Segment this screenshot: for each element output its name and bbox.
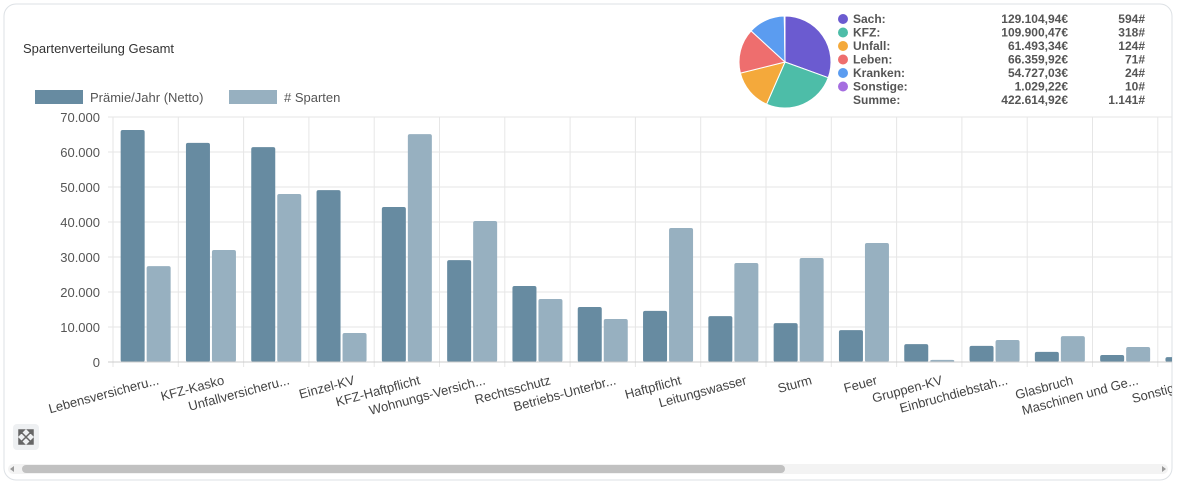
legend-label: KFZ: bbox=[853, 26, 880, 40]
bar bbox=[969, 345, 994, 362]
y-tick-label: 40.000 bbox=[60, 215, 100, 230]
bar bbox=[930, 359, 955, 362]
bar bbox=[708, 316, 733, 362]
y-tick-label: 10.000 bbox=[60, 320, 100, 335]
pie-slice bbox=[738, 30, 787, 74]
bar bbox=[904, 344, 929, 362]
bar bbox=[864, 243, 889, 362]
bar bbox=[277, 194, 302, 362]
legend-swatch bbox=[35, 90, 83, 104]
bar bbox=[512, 286, 537, 362]
legend-dot bbox=[838, 81, 848, 92]
pie-slice bbox=[783, 15, 786, 63]
bar bbox=[538, 299, 563, 362]
bar bbox=[407, 134, 432, 362]
legend-label: Unfall: bbox=[853, 39, 890, 53]
bar bbox=[1060, 336, 1085, 362]
y-tick-label: 60.000 bbox=[60, 145, 100, 160]
legend-amount: 1.029,22€ bbox=[1015, 80, 1069, 94]
legend-count: 124# bbox=[1118, 39, 1145, 53]
bar bbox=[473, 220, 498, 362]
legend-total-count: 1.141# bbox=[1108, 93, 1145, 107]
y-tick-label: 50.000 bbox=[60, 180, 100, 195]
bar bbox=[838, 330, 863, 362]
legend-label: # Sparten bbox=[284, 90, 340, 105]
card bbox=[3, 3, 1173, 481]
legend-amount: 66.359,92€ bbox=[1008, 53, 1068, 67]
bar bbox=[995, 339, 1020, 362]
legend-count: 594# bbox=[1118, 12, 1145, 26]
legend-dot bbox=[838, 41, 848, 51]
legend-dot bbox=[838, 68, 848, 78]
legend-amount: 61.493,34€ bbox=[1008, 39, 1068, 53]
y-tick-label: 0 bbox=[93, 355, 100, 370]
bar bbox=[211, 250, 236, 362]
bar bbox=[1165, 357, 1172, 363]
bar bbox=[1034, 351, 1059, 362]
legend-label: Sonstige: bbox=[853, 80, 908, 94]
legend-dot bbox=[838, 54, 848, 65]
legend-total-label: Summe: bbox=[853, 93, 900, 107]
legend-amount: 109.900,47€ bbox=[1001, 26, 1068, 40]
bar bbox=[734, 262, 759, 362]
legend-dot bbox=[838, 27, 848, 38]
legend-count: 24# bbox=[1125, 66, 1145, 80]
pie-slice bbox=[765, 61, 829, 109]
legend-label: Prämie/Jahr (Netto) bbox=[90, 90, 203, 105]
scrollbar[interactable] bbox=[8, 464, 1168, 474]
bar bbox=[316, 190, 341, 362]
y-tick-label: 30.000 bbox=[60, 250, 100, 265]
bar bbox=[342, 332, 367, 362]
legend-count: 10# bbox=[1125, 80, 1145, 94]
legend-count: 71# bbox=[1125, 53, 1145, 67]
legend-label: Sach: bbox=[853, 12, 886, 26]
bar bbox=[185, 142, 210, 362]
bar bbox=[381, 206, 406, 362]
bar bbox=[643, 310, 668, 362]
legend-dot bbox=[838, 14, 848, 24]
legend-count: 318# bbox=[1118, 26, 1145, 40]
legend-label: Leben: bbox=[853, 53, 892, 67]
chart-title: Spartenverteilung Gesamt bbox=[23, 41, 174, 56]
bar bbox=[669, 227, 694, 362]
y-tick-label: 70.000 bbox=[60, 110, 100, 125]
expand-icon[interactable] bbox=[13, 424, 39, 450]
legend-amount: 54.727,03€ bbox=[1008, 66, 1068, 80]
bar bbox=[773, 323, 798, 362]
legend-label: Kranken: bbox=[853, 66, 905, 80]
legend-total-amount: 422.614,92€ bbox=[1001, 93, 1068, 107]
legend-amount: 129.104,94€ bbox=[1001, 12, 1068, 26]
pie-slice bbox=[784, 15, 832, 79]
bar bbox=[603, 318, 628, 362]
bar bbox=[120, 129, 145, 362]
bar bbox=[146, 266, 171, 362]
y-tick-label: 20.000 bbox=[60, 285, 100, 300]
bar bbox=[251, 147, 276, 362]
legend-swatch bbox=[229, 90, 277, 104]
bar bbox=[1126, 346, 1151, 362]
bar bbox=[577, 307, 602, 362]
bar bbox=[799, 258, 824, 362]
bar bbox=[1100, 355, 1125, 362]
bar bbox=[447, 260, 472, 362]
